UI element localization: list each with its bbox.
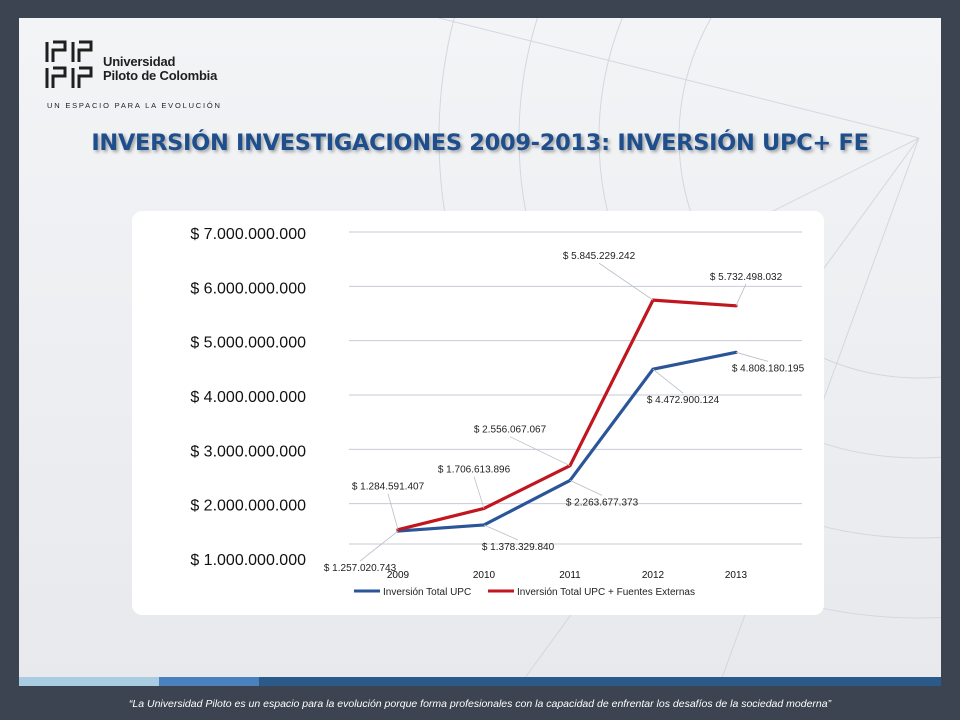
leader-line (509, 436, 571, 467)
leader-line (735, 351, 769, 362)
logo-mark-icon (45, 40, 93, 88)
legend-label: Inversión Total UPC + Fuentes Externas (517, 587, 695, 598)
data-label: $ 1.284.591.407 (352, 482, 425, 493)
footer-quote: “La Universidad Piloto es un espacio par… (128, 698, 832, 710)
data-label: $ 5.732.498.032 (710, 272, 783, 283)
legend-label: Inversión Total UPC (383, 587, 471, 598)
leader-line (569, 480, 603, 496)
footer-bar (19, 677, 941, 686)
leader-line (652, 368, 684, 394)
data-label: $ 4.808.180.195 (732, 363, 805, 374)
y-tick-label: $ 5.000.000.000 (190, 335, 306, 352)
x-tick-label: 2013 (725, 570, 748, 581)
x-tick-label: 2010 (473, 570, 496, 581)
data-label: $ 1.257.020.743 (324, 563, 397, 574)
slide-title: INVERSIÓN INVESTIGACIONES 2009-2013: INV… (91, 130, 869, 156)
y-tick-label: $ 4.000.000.000 (190, 389, 306, 406)
y-tick-label: $ 1.000.000.000 (190, 552, 306, 569)
leader-line (359, 530, 399, 562)
data-label: $ 1.378.329.840 (482, 542, 555, 553)
leader-line (473, 476, 485, 509)
data-label: $ 5.845.229.242 (563, 251, 636, 262)
x-tick-label: 2009 (387, 570, 410, 581)
slide: Universidad Piloto de Colombia UN ESPACI… (19, 18, 941, 686)
x-tick-label: 2011 (559, 570, 581, 581)
x-tick-label: 2012 (642, 570, 665, 581)
y-tick-label: $ 7.000.000.000 (190, 226, 306, 243)
data-label: $ 1.706.613.896 (438, 464, 511, 475)
series-line (396, 298, 738, 532)
leader-line (483, 524, 519, 541)
logo-name-line2: Piloto de Colombia (103, 68, 218, 83)
line-chart: $ 7.000.000.000 $ 6.000.000.000 $ 5.000.00… (190, 226, 805, 598)
leader-line (598, 262, 654, 301)
logo-tagline: UN ESPACIO PARA LA EVOLUCIÓN (47, 101, 222, 110)
university-logo: Universidad Piloto de Colombia UN ESPACI… (43, 38, 243, 118)
y-tick-label: $ 2.000.000.000 (190, 498, 306, 515)
data-point (734, 304, 738, 308)
y-tick-label: $ 3.000.000.000 (190, 443, 306, 460)
logo-name-line1: Universidad (103, 54, 176, 69)
logo-name: Universidad Piloto de Colombia (103, 55, 217, 83)
leader-line (387, 493, 399, 530)
data-label: $ 4.472.900.124 (647, 395, 720, 406)
y-tick-label: $ 6.000.000.000 (190, 280, 306, 297)
data-label: $ 2.556.067.067 (474, 425, 547, 436)
chart-card: $ 7.000.000.000 $ 6.000.000.000 $ 5.000.00… (132, 211, 824, 615)
leader-line (735, 283, 747, 306)
data-point (568, 464, 572, 468)
data-label: $ 2.263.677.373 (566, 497, 639, 508)
